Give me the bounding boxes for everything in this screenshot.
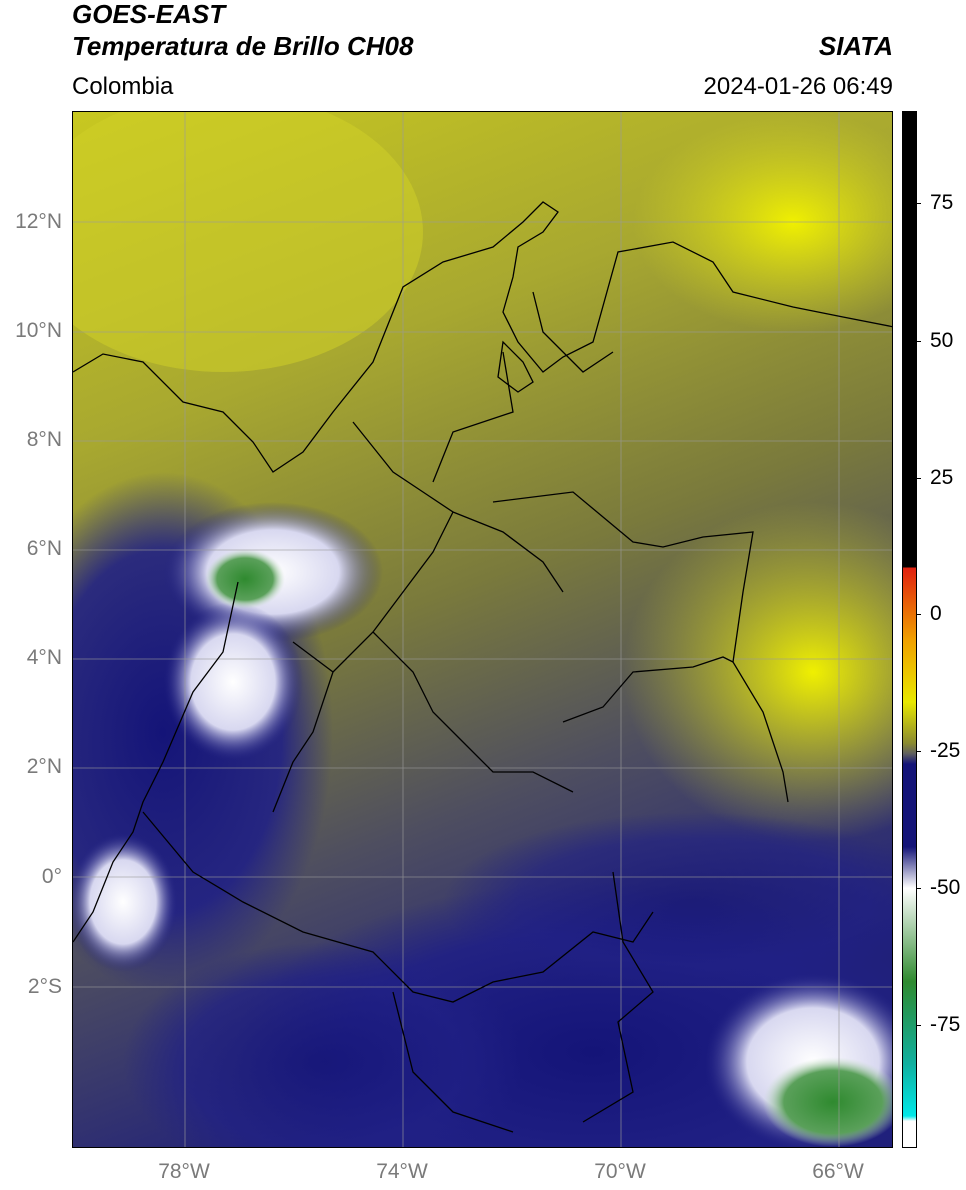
colorbar-tick bbox=[916, 614, 921, 615]
colorbar-label-minus75: -75 bbox=[930, 1013, 961, 1036]
timestamp-label: 2024-01-26 06:49 bbox=[703, 73, 894, 100]
graticule bbox=[73, 112, 892, 1147]
region-label: Colombia bbox=[72, 73, 174, 100]
cold-area-southwest bbox=[123, 942, 523, 1147]
colorbar-label-50: 50 bbox=[930, 329, 954, 352]
eastern-border bbox=[562, 656, 734, 723]
satellite-title: GOES-EAST bbox=[72, 0, 226, 29]
lon-label-66w: 66°W bbox=[812, 1160, 864, 1183]
lat-label-2s: 2°S bbox=[27, 975, 62, 998]
lon-label-70w: 70°W bbox=[594, 1160, 646, 1183]
convective-cloud-pacific bbox=[163, 602, 303, 762]
colorbar-label-25: 25 bbox=[930, 466, 954, 489]
colorbar-label-minus25: -25 bbox=[930, 739, 961, 762]
colorbar-label-0: 0 bbox=[930, 602, 942, 625]
boundaries bbox=[73, 201, 892, 1133]
lat-label-6n: 6°N bbox=[26, 537, 62, 560]
cold-cloud-top-brazil bbox=[763, 1057, 892, 1147]
warm-area-east bbox=[623, 502, 892, 842]
colorbar-label-minus50: -50 bbox=[930, 876, 961, 899]
lat-label-2n: 2°N bbox=[26, 755, 62, 778]
map-canvas bbox=[73, 112, 892, 1147]
satellite-map bbox=[72, 111, 893, 1148]
lat-label-8n: 8°N bbox=[26, 428, 62, 451]
pacific-coastline bbox=[73, 581, 239, 943]
lat-label-10n: 10°N bbox=[15, 319, 62, 342]
lake-maracaibo bbox=[497, 340, 534, 393]
cold-cloud-top-choco bbox=[205, 549, 285, 609]
venezuela-border bbox=[492, 491, 789, 803]
lat-label-12n: 12°N bbox=[15, 210, 62, 233]
colorbar-tick bbox=[916, 1025, 921, 1026]
colorbar-tick bbox=[916, 341, 921, 342]
temperature-colorbar bbox=[902, 111, 917, 1148]
lat-label-4n: 4°N bbox=[26, 646, 62, 669]
lon-label-74w: 74°W bbox=[376, 1160, 428, 1183]
colorbar-tick bbox=[916, 751, 921, 752]
lat-label-0: 0° bbox=[41, 865, 62, 888]
warm-area-northwest bbox=[73, 112, 423, 372]
colorbar-tick bbox=[916, 203, 921, 204]
organization-label: SIATA bbox=[818, 31, 893, 61]
southern-border bbox=[142, 811, 654, 1003]
product-title: Temperatura de Brillo CH08 bbox=[72, 31, 414, 61]
peru-border bbox=[392, 991, 514, 1133]
colorbar-tick bbox=[916, 888, 921, 889]
brazil-border bbox=[582, 871, 654, 1123]
lon-label-78w: 78°W bbox=[158, 1160, 210, 1183]
cold-area-amazon bbox=[443, 812, 892, 992]
colorbar-label-75: 75 bbox=[930, 191, 954, 214]
colorbar-tick bbox=[916, 478, 921, 479]
convective-cloud-ecuador bbox=[73, 832, 178, 972]
internal-borders bbox=[272, 291, 614, 813]
caribbean-coastline bbox=[73, 201, 892, 473]
